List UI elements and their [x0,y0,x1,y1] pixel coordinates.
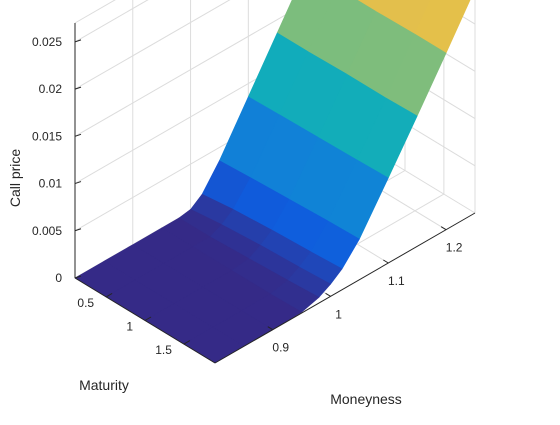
z-tick-label: 0.01 [39,177,63,191]
y-axis-label: Maturity [79,377,129,393]
gridline-z-backwall [74,0,231,90]
z-tick [74,275,82,279]
y-tick-label: 0.5 [77,296,94,310]
x-axis-line [214,212,476,364]
y-tick [144,316,152,321]
z-tick [74,39,82,43]
axis-layer: 0 0.005 0.01 0.015 0.02 0.025 0.5 1 1.5 0.9 1 1.1 1.… [32,23,476,364]
x-axis-label: Moneyness [330,391,402,407]
x-tick-label: 1.1 [388,274,405,288]
x-tick [325,292,331,297]
x-tick [267,326,274,331]
surface-layer [74,0,471,364]
y-tick-label: 1 [126,320,133,334]
z-tick-label: 0.015 [32,129,62,143]
z-tick [74,86,82,90]
z-tick [74,133,82,137]
z-tick-label: 0.005 [32,224,62,238]
z-tick-label: 0.025 [32,35,62,49]
x-tick-label: 1.2 [446,241,463,255]
x-tick-label: 0.9 [272,341,289,355]
x-tick-label: 1 [335,307,342,321]
x-tick [383,259,389,264]
z-tick-label: 0.02 [39,82,63,96]
y-tick [183,340,191,345]
z-axis-label: Call price [7,149,23,208]
z-tick-label: 0 [55,271,62,285]
y-tick [105,292,113,298]
x-tick [440,226,447,231]
y-tick-label: 1.5 [155,343,172,357]
z-tick [74,228,82,232]
z-tick [74,181,82,185]
gridline-z-backwall [74,0,149,43]
